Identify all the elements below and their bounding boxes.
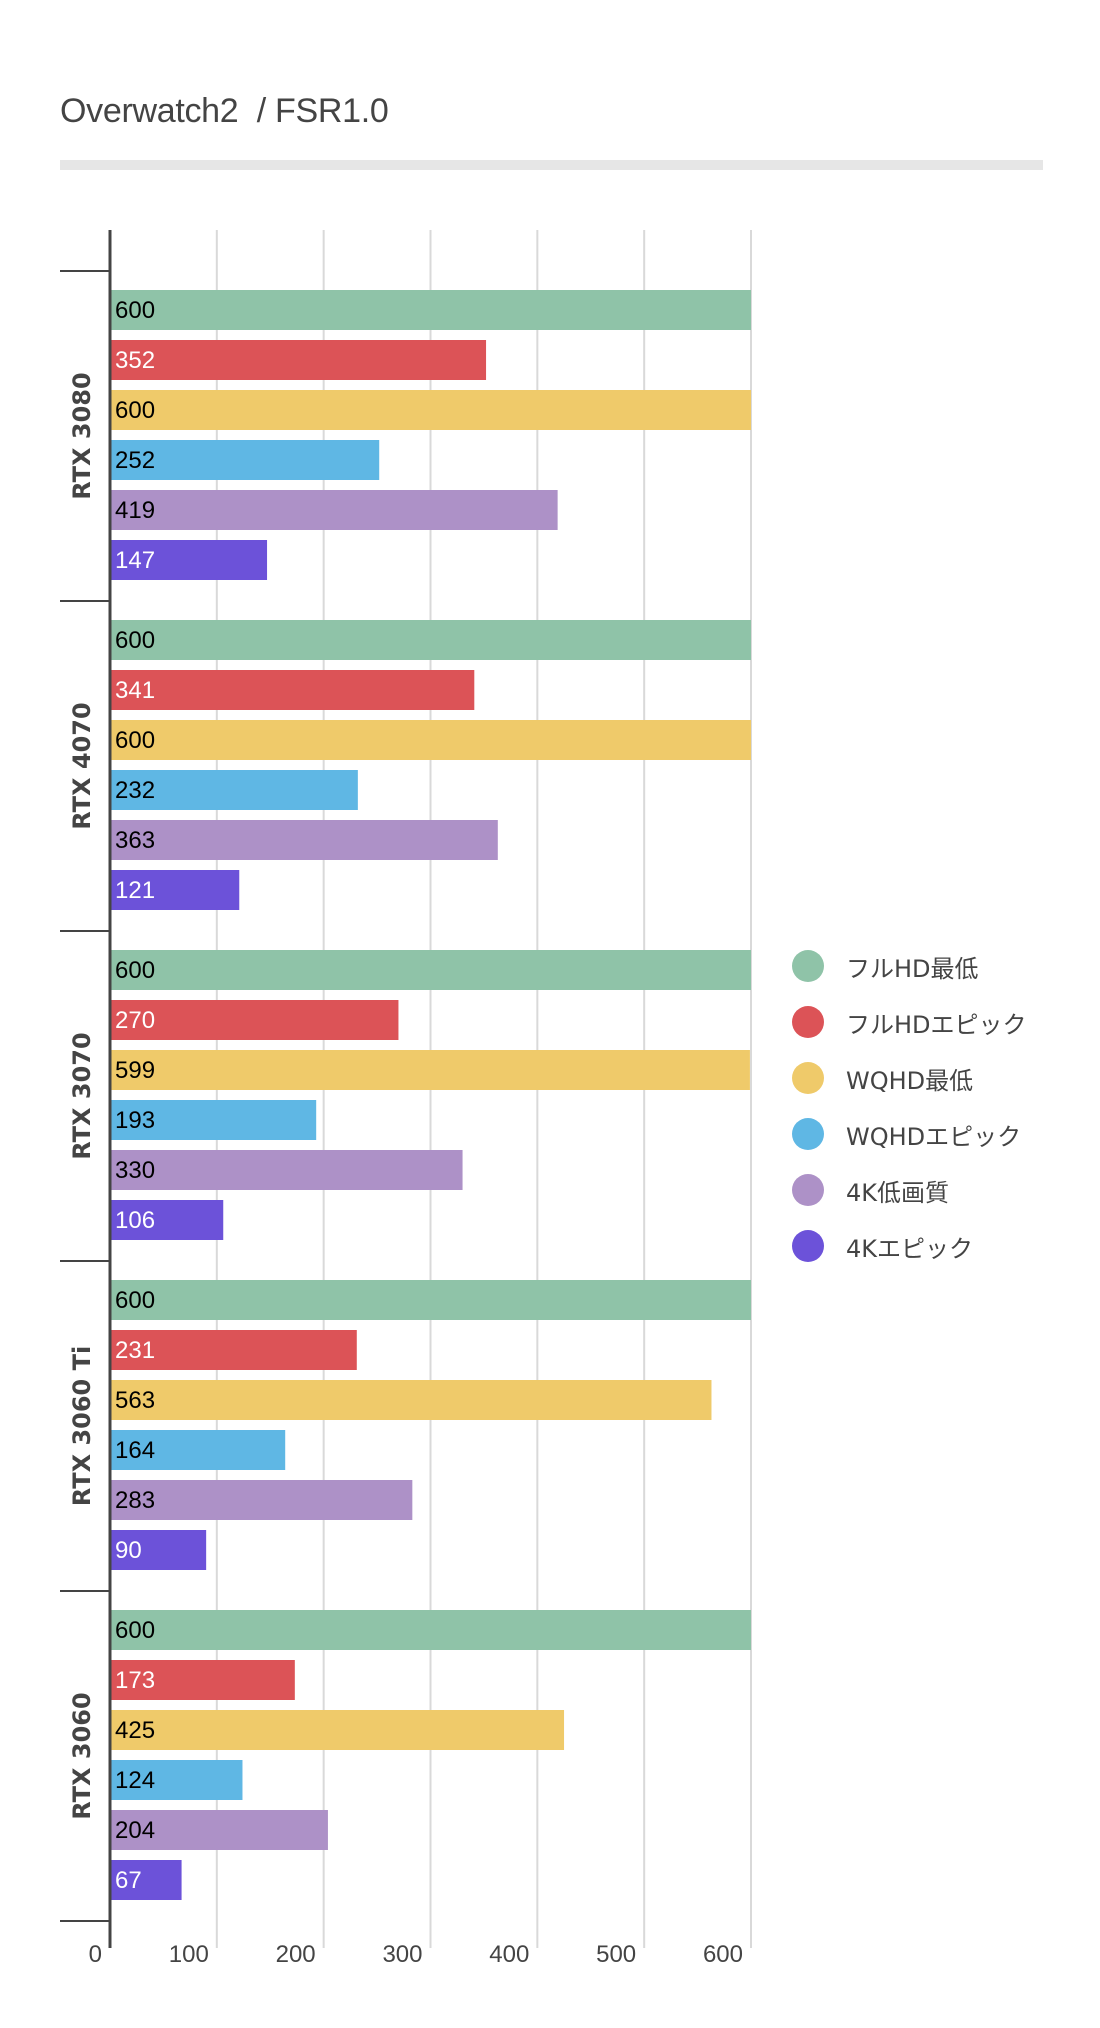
legend-label: フルHD最低 [846,954,979,983]
data-label: 600 [115,727,155,754]
title-divider-bar [60,160,1043,170]
data-label: 121 [115,877,155,904]
bar [110,820,498,860]
x-tick-label: 500 [596,1941,636,1968]
data-label: 600 [115,627,155,654]
data-label: 330 [115,1157,155,1184]
legend-swatch-icon [792,1006,824,1038]
data-label: 106 [115,1207,155,1234]
data-label: 363 [115,827,155,854]
bar [110,1200,224,1240]
category-label: RTX 4070 [68,702,96,829]
bar [110,1810,328,1850]
category-label: RTX 3070 [68,1032,96,1159]
data-label: 164 [115,1437,155,1464]
data-label: 599 [115,1057,155,1084]
bar [110,390,751,430]
data-label: 67 [115,1867,142,1894]
x-tick-label: 300 [382,1941,422,1968]
x-tick-label: 200 [276,1941,316,1968]
data-label: 600 [115,297,155,324]
data-label: 600 [115,397,155,424]
bar [110,1280,751,1320]
bars: 600 352 600 252 419 147 600 341 600 232 363 121 600 2… [110,290,751,1900]
data-label: 419 [115,497,155,524]
data-label: 124 [115,1767,155,1794]
data-label: 270 [115,1007,155,1034]
data-label: 283 [115,1487,155,1514]
bar [110,770,358,810]
legend-label: フルHDエピック [846,1010,1027,1039]
legend-item: フルHDエピック [792,994,1027,1050]
bar [110,440,380,480]
data-label: 204 [115,1817,155,1844]
bar [110,1530,207,1570]
bar [110,1050,750,1090]
data-label: 563 [115,1387,155,1414]
bar [110,1610,751,1650]
data-label: 341 [115,677,155,704]
data-label: 232 [115,777,155,804]
data-label: 147 [115,547,155,574]
bar [110,1000,399,1040]
bar [110,1760,243,1800]
bar [110,670,475,710]
data-label: 252 [115,447,155,474]
data-label: 352 [115,347,155,374]
bar [110,620,751,660]
data-label: 600 [115,1617,155,1644]
bar [110,290,751,330]
bar [110,1710,565,1750]
category-label: RTX 3080 [68,372,96,499]
legend-swatch-icon [792,1118,824,1150]
legend-item: 4K低画質 [792,1162,1027,1218]
legend-swatch-icon [792,950,824,982]
data-label: 193 [115,1107,155,1134]
bar [110,1430,286,1470]
legend-item: 4Kエピック [792,1218,1027,1274]
legend-swatch-icon [792,1230,824,1262]
legend-label: 4Kエピック [846,1234,974,1263]
data-label: 600 [115,957,155,984]
bar [110,1330,357,1370]
bar [110,540,268,580]
bar [110,1660,295,1700]
legend-swatch-icon [792,1062,824,1094]
legend-label: WQHDエピック [846,1122,1022,1151]
chart-title: Overwatch2 / FSR1.0 [60,92,389,130]
data-label: 425 [115,1717,155,1744]
legend-label: 4K低画質 [846,1178,950,1207]
bar [110,340,487,380]
bar [110,1380,712,1420]
x-tick-label: 100 [169,1941,209,1968]
category-label: RTX 3060 Ti [68,1346,96,1506]
axes: 0 100 200 300 400 500 600 RTX 3080 RTX 4070 RTX 3… [60,230,743,1968]
data-label: 231 [115,1337,155,1364]
bar [110,490,558,530]
bar [110,1860,182,1900]
data-label: 90 [115,1537,142,1564]
bar [110,950,751,990]
bar [110,1100,317,1140]
bar [110,720,751,760]
bar [110,1480,413,1520]
bar [110,1150,463,1190]
data-label: 600 [115,1287,155,1314]
legend: フルHD最低フルHDエピック WQHD最低 WQHDエピック 4K低画質 4Kエピック [792,938,1027,1274]
category-label: RTX 3060 [68,1692,96,1819]
legend-item: WQHDエピック [792,1106,1027,1162]
x-tick-label: 600 [703,1941,743,1968]
x-tick-label: 400 [489,1941,529,1968]
legend-label: WQHD最低 [846,1066,974,1095]
data-label: 173 [115,1667,155,1694]
x-tick-label: 0 [89,1941,102,1968]
bar [110,870,240,910]
legend-item: WQHD最低 [792,1050,1027,1106]
legend-item: フルHD最低 [792,938,1027,994]
legend-swatch-icon [792,1174,824,1206]
